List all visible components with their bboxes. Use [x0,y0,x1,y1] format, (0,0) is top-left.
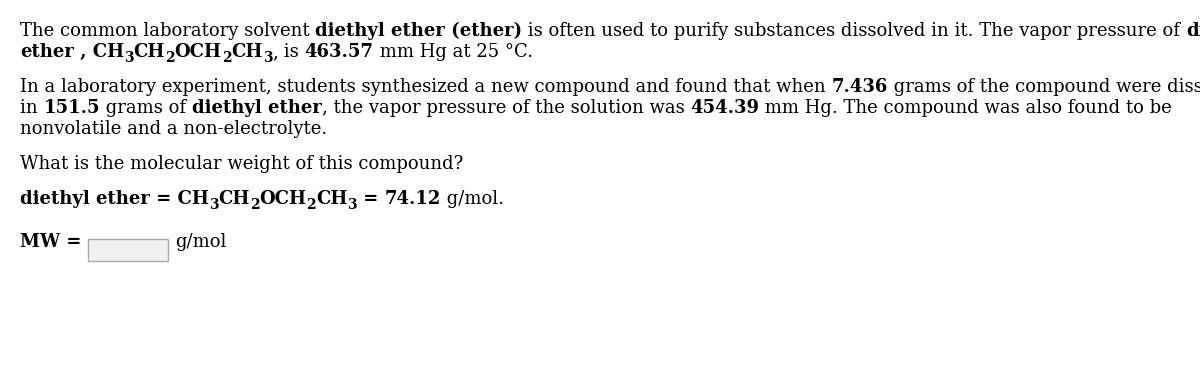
Text: diethyl: diethyl [1186,22,1200,40]
Text: diethyl ether: diethyl ether [192,99,322,117]
Text: MW =: MW = [20,233,88,251]
Text: 3: 3 [263,51,272,65]
Text: 3: 3 [209,198,218,212]
Bar [88,239,168,261]
Text: 463.57: 463.57 [305,43,373,61]
Text: , CH: , CH [74,43,124,61]
Text: =: = [358,190,384,208]
Text: in: in [20,99,43,117]
Text: 7.436: 7.436 [832,78,888,96]
Text: What is the molecular weight of this compound?: What is the molecular weight of this com… [20,155,463,173]
Text: CH: CH [232,43,263,61]
Text: In a laboratory experiment, students synthesized a new compound and found that w: In a laboratory experiment, students syn… [20,78,832,96]
Text: diethyl ether: diethyl ether [20,190,150,208]
Text: diethyl ether (ether): diethyl ether (ether) [316,22,522,40]
Text: g/mol.: g/mol. [440,190,504,208]
Text: CH: CH [133,43,166,61]
Text: 2: 2 [222,51,232,65]
Text: is: is [278,43,305,61]
Text: ether: ether [20,43,74,61]
Text: , the vapor pressure of the solution was: , the vapor pressure of the solution was [322,99,690,117]
Text: ,: , [272,43,278,61]
Text: g/mol: g/mol [175,233,227,251]
Text: mm Hg at 25 °C.: mm Hg at 25 °C. [373,43,533,61]
Text: grams of the compound were dissolved: grams of the compound were dissolved [888,78,1200,96]
Text: CH: CH [316,190,347,208]
Text: mm Hg. The compound was also found to be: mm Hg. The compound was also found to be [760,99,1172,117]
Text: 2: 2 [166,51,175,65]
Text: OCH: OCH [175,43,222,61]
Text: grams of: grams of [100,99,192,117]
Text: is often used to purify substances dissolved in it. The vapor pressure of: is often used to purify substances disso… [522,22,1186,40]
Text: 3: 3 [124,51,133,65]
Text: 2: 2 [250,198,259,212]
Text: nonvolatile and a non-electrolyte.: nonvolatile and a non-electrolyte. [20,120,328,138]
Text: The common laboratory solvent: The common laboratory solvent [20,22,316,40]
Text: 2: 2 [306,198,316,212]
Text: 74.12: 74.12 [384,190,440,208]
Text: 454.39: 454.39 [690,99,760,117]
Text: CH: CH [218,190,250,208]
Text: 151.5: 151.5 [43,99,100,117]
Text: 3: 3 [347,198,358,212]
Text: OCH: OCH [259,190,306,208]
Text: = CH: = CH [150,190,209,208]
